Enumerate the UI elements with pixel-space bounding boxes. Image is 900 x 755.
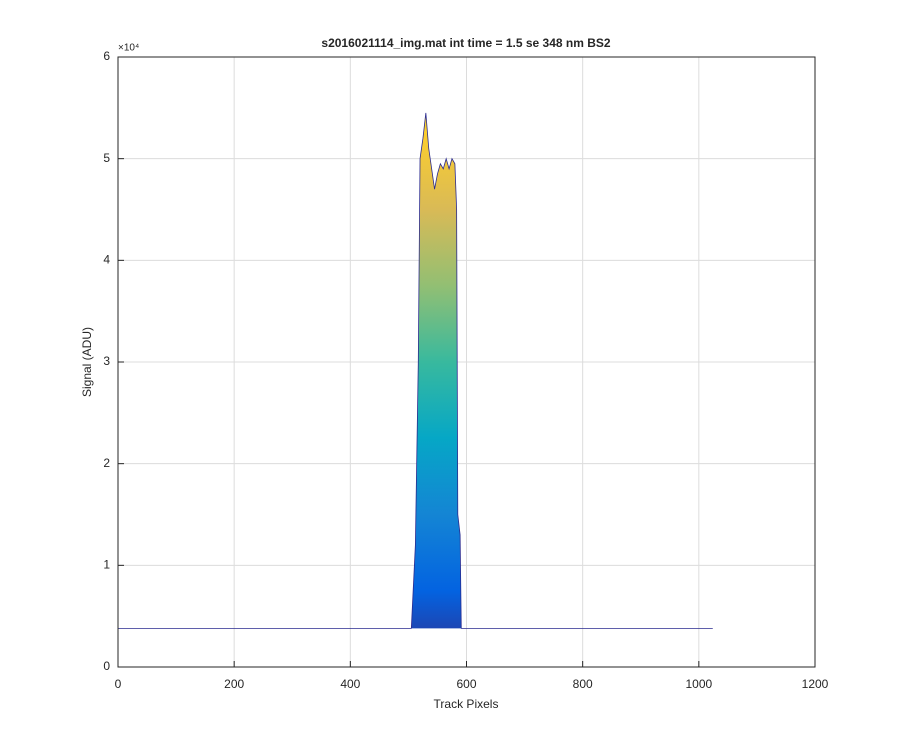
y-tick-label: 5 [103, 151, 110, 165]
y-tick-label: 0 [103, 659, 110, 673]
y-exponent: ×10⁴ [118, 43, 139, 54]
y-tick-label: 2 [103, 456, 110, 470]
x-tick-label: 400 [340, 677, 360, 691]
x-tick-label: 1000 [685, 677, 712, 691]
x-axis-label: Track Pixels [434, 697, 499, 711]
y-tick-label: 1 [103, 558, 110, 572]
x-tick-label: 0 [115, 677, 122, 691]
y-tick-label: 3 [103, 354, 110, 368]
x-tick-label: 1200 [802, 677, 829, 691]
x-tick-label: 600 [456, 677, 476, 691]
y-axis-label: Signal (ADU) [80, 327, 94, 397]
plot-frame [117, 56, 816, 668]
x-tick-label: 200 [224, 677, 244, 691]
surface-outline [118, 112, 713, 629]
y-tick-label: 4 [103, 253, 110, 267]
y-tick-label: 6 [103, 49, 110, 63]
x-tick-label: 800 [573, 677, 593, 691]
chart-title: s2016021114_img.mat int time = 1.5 se 34… [321, 36, 611, 50]
